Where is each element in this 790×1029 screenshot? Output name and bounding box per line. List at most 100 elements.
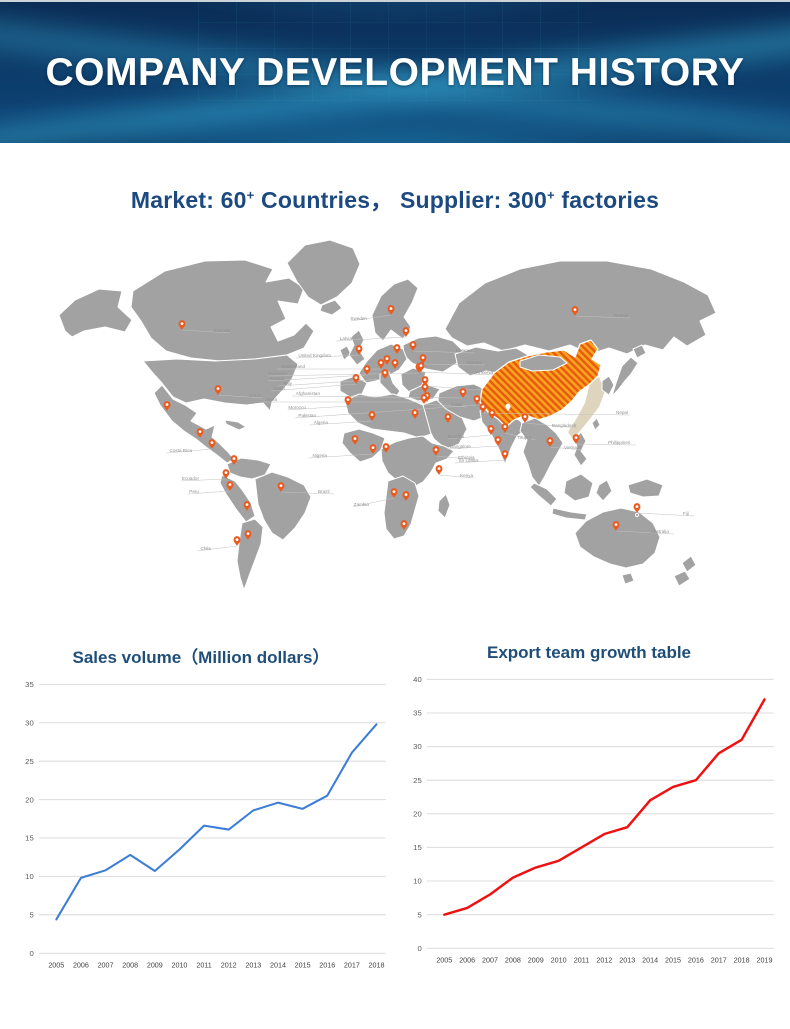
x-axis-tick-label: 2015 xyxy=(665,957,681,965)
x-axis-tick-label: 2008 xyxy=(122,962,138,970)
map-pin xyxy=(222,469,230,479)
map-pin xyxy=(381,369,389,379)
x-axis-tick-label: 2017 xyxy=(711,957,727,965)
map-pin xyxy=(417,362,425,372)
map-pin xyxy=(178,320,186,330)
map-label: Nigeria xyxy=(312,453,327,458)
west-africa xyxy=(341,428,386,463)
borneo xyxy=(563,473,594,502)
mongolia xyxy=(519,354,568,372)
leader-line xyxy=(412,350,475,354)
map-pin xyxy=(421,376,429,386)
leader-line xyxy=(180,478,227,482)
map-label: Russia xyxy=(614,313,628,318)
coast-shadow xyxy=(568,377,605,439)
map-pin xyxy=(494,436,502,446)
new-zealand xyxy=(673,555,697,587)
leader-line xyxy=(352,497,395,508)
map-label: Peru xyxy=(189,489,199,494)
leader-line xyxy=(197,545,238,552)
map-label: Azerbaijan xyxy=(457,385,479,390)
sulawesi xyxy=(595,479,613,502)
export-team-plot: 0 5 10 15 20 25 30 35 40 2005 2006 2007 2008 2009 2010… xyxy=(413,675,774,965)
map-label: Ethiopia xyxy=(458,455,475,460)
x-axis-tick-label: 2009 xyxy=(528,957,544,965)
map-pin xyxy=(571,306,579,316)
x-axis-tick-label: 2016 xyxy=(688,957,704,965)
leader-line xyxy=(504,432,536,441)
map-pin xyxy=(400,520,408,530)
x-axis-tick-label: 2005 xyxy=(48,962,64,970)
map-label: Zambia xyxy=(354,502,370,507)
leader-line xyxy=(420,371,495,376)
data-series-line xyxy=(443,698,766,916)
leader-line xyxy=(166,448,213,454)
map-pin xyxy=(230,455,238,465)
map-pin xyxy=(243,501,251,511)
map-label: Bangalore xyxy=(450,444,471,449)
map-pin xyxy=(473,395,481,405)
map-pin xyxy=(369,444,377,454)
map-pin xyxy=(382,443,390,453)
leader-line xyxy=(422,363,485,366)
map-label: Sri Lanka xyxy=(459,458,479,463)
x-axis-tick-label: 2019 xyxy=(756,957,772,965)
y-axis-tick-label: 20 xyxy=(25,795,34,804)
y-axis-tick-label: 35 xyxy=(413,709,422,718)
map-pin xyxy=(352,374,360,384)
southeast-asia xyxy=(519,417,564,487)
map-pin xyxy=(479,403,487,413)
new-guinea xyxy=(627,478,664,498)
export-team-chart-title: Export team growth table xyxy=(486,643,692,662)
x-axis-tick-label: 2018 xyxy=(368,962,384,970)
leader-line xyxy=(278,378,386,387)
leader-line xyxy=(309,420,373,426)
map-pin xyxy=(244,530,252,540)
map-pin xyxy=(411,409,419,419)
map-label: United Kingdom xyxy=(298,353,331,358)
map-pins-layer: Canada U.S.A Costa Rica Ecuador Peru Brazil Ch… xyxy=(163,305,695,552)
map-pin xyxy=(459,388,467,398)
map-label: Spain xyxy=(273,386,285,391)
x-axis-tick-label: 2012 xyxy=(596,957,612,965)
hokkaido xyxy=(632,344,647,359)
north-africa xyxy=(344,393,432,439)
map-pin xyxy=(487,425,495,435)
countries-supplier-text: Countries， Supplier: 300 xyxy=(254,187,548,213)
leader-line xyxy=(296,354,360,359)
map-label: Ukraine xyxy=(466,360,482,365)
x-axis-tick-label: 2018 xyxy=(734,957,750,965)
map-pin xyxy=(368,411,376,421)
greenland xyxy=(286,239,361,306)
map-label: Latvia xyxy=(340,336,353,341)
banner-grid-texture xyxy=(197,2,593,101)
map-label: Fiji xyxy=(683,511,689,516)
map-pin xyxy=(344,396,352,406)
map-label: Pakistan xyxy=(298,413,316,418)
map-label: Bangladesh xyxy=(552,423,577,428)
sumatra xyxy=(529,482,558,507)
sales-volume-chart: Sales volume（Million dollars） 0 5 10 15 20 25… xyxy=(8,643,394,984)
map-pin xyxy=(163,401,171,411)
map-pin xyxy=(488,409,496,419)
charts-row: Sales volume（Million dollars） 0 5 10 15 20 25… xyxy=(8,643,782,984)
map-pin xyxy=(233,536,241,546)
leader-line xyxy=(268,372,420,377)
map-pin xyxy=(390,488,398,498)
map-label: Armenia xyxy=(476,370,494,375)
map-pin xyxy=(420,394,428,404)
southern-africa xyxy=(383,475,420,540)
x-axis-tick-label: 2015 xyxy=(295,962,311,970)
leader-line xyxy=(454,459,506,464)
madagascar xyxy=(437,493,451,519)
sales-volume-chart-title: Sales volume（Million dollars） xyxy=(72,648,330,667)
leader-line xyxy=(447,434,492,440)
map-label: Costa Rica xyxy=(170,448,193,453)
y-axis-tick-label: 35 xyxy=(25,680,34,689)
map-label: Italy xyxy=(284,381,293,386)
leader-line xyxy=(574,315,631,319)
map-label: Kenya xyxy=(460,473,473,478)
map-pin xyxy=(377,359,385,369)
cuba xyxy=(224,419,247,431)
x-axis-tick-label: 2006 xyxy=(459,957,475,965)
